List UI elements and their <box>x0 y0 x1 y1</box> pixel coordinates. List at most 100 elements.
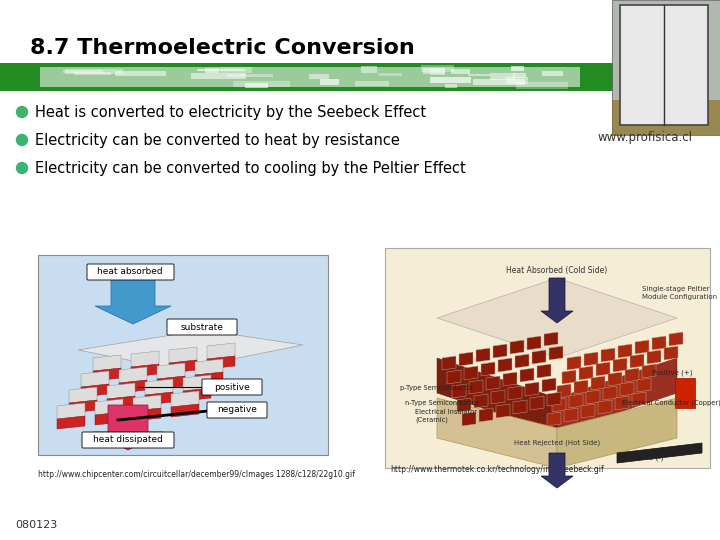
Polygon shape <box>508 386 522 400</box>
Polygon shape <box>183 375 211 391</box>
Circle shape <box>17 134 27 145</box>
Polygon shape <box>459 352 473 366</box>
Polygon shape <box>462 412 476 426</box>
Polygon shape <box>131 351 159 367</box>
Polygon shape <box>503 372 517 386</box>
FancyBboxPatch shape <box>167 319 237 335</box>
Polygon shape <box>642 364 656 378</box>
Polygon shape <box>591 376 605 390</box>
Polygon shape <box>442 356 456 370</box>
Polygon shape <box>476 348 490 362</box>
Text: Electricity can be converted to cooling by the Peltier Effect: Electricity can be converted to cooling … <box>35 160 466 176</box>
Bar <box>421 65 454 72</box>
Bar <box>468 74 490 76</box>
Bar <box>451 69 470 74</box>
Polygon shape <box>171 391 199 407</box>
Polygon shape <box>537 364 551 378</box>
Polygon shape <box>625 368 639 382</box>
Bar <box>516 82 568 89</box>
Bar <box>197 69 245 71</box>
Polygon shape <box>652 336 666 350</box>
Polygon shape <box>57 403 85 419</box>
Polygon shape <box>195 359 223 375</box>
Polygon shape <box>474 394 488 408</box>
Text: n-Type Semiconductor: n-Type Semiconductor <box>405 400 479 406</box>
Text: 080123: 080123 <box>15 520 58 530</box>
Polygon shape <box>447 370 461 384</box>
FancyBboxPatch shape <box>207 402 267 418</box>
Text: substrate: substrate <box>181 322 223 332</box>
Polygon shape <box>581 404 595 418</box>
Polygon shape <box>437 358 557 433</box>
Text: Single-stage Peltier
Module Configuration: Single-stage Peltier Module Configuratio… <box>642 286 717 300</box>
Polygon shape <box>532 350 546 364</box>
Polygon shape <box>608 372 622 386</box>
Polygon shape <box>603 386 617 400</box>
Text: http://www.thermotek.co.kr/technology/img/seebeck.gif: http://www.thermotek.co.kr/technology/im… <box>390 465 604 474</box>
Text: Electrical Insulator
(Ceramic): Electrical Insulator (Ceramic) <box>415 409 477 423</box>
Polygon shape <box>630 354 644 368</box>
Polygon shape <box>131 364 159 377</box>
Bar <box>355 81 389 86</box>
Polygon shape <box>510 340 524 354</box>
Bar <box>245 83 268 88</box>
Polygon shape <box>169 347 197 363</box>
Polygon shape <box>664 346 678 360</box>
Polygon shape <box>93 405 163 450</box>
Polygon shape <box>586 390 600 404</box>
Polygon shape <box>133 408 161 421</box>
Polygon shape <box>207 343 235 359</box>
Polygon shape <box>145 392 173 405</box>
Bar <box>430 77 471 83</box>
Polygon shape <box>183 388 211 401</box>
Bar <box>473 79 525 85</box>
Polygon shape <box>557 398 677 468</box>
Polygon shape <box>93 355 121 371</box>
Polygon shape <box>469 380 483 394</box>
Bar <box>361 66 377 73</box>
Bar <box>511 66 524 71</box>
Polygon shape <box>69 387 97 403</box>
Polygon shape <box>515 354 529 368</box>
Polygon shape <box>498 358 512 372</box>
Polygon shape <box>567 356 581 370</box>
Polygon shape <box>78 330 303 370</box>
Polygon shape <box>437 278 677 358</box>
Bar <box>220 67 252 73</box>
Bar <box>542 71 563 76</box>
Text: heat dissipated: heat dissipated <box>93 435 163 444</box>
Bar <box>205 68 219 73</box>
Polygon shape <box>157 363 185 379</box>
Polygon shape <box>617 443 702 463</box>
Polygon shape <box>557 384 571 398</box>
Polygon shape <box>452 384 466 398</box>
Text: 8.7 Thermoelectric Conversion: 8.7 Thermoelectric Conversion <box>30 38 415 58</box>
Polygon shape <box>107 383 135 399</box>
Bar <box>63 70 103 73</box>
Polygon shape <box>618 344 632 358</box>
Polygon shape <box>584 352 598 366</box>
Text: Electrical Conductor (Copper): Electrical Conductor (Copper) <box>622 400 720 406</box>
Text: Electricity can be converted to heat by resistance: Electricity can be converted to heat by … <box>35 132 400 147</box>
Circle shape <box>17 163 27 173</box>
Polygon shape <box>574 380 588 394</box>
Text: Negative (-): Negative (-) <box>622 455 664 461</box>
Polygon shape <box>81 371 109 387</box>
Text: http://www.chipcenter.com/circuitcellar/december99/cImages 1288/c128/22g10.gif: http://www.chipcenter.com/circuitcellar/… <box>38 470 355 479</box>
Text: negative: negative <box>217 406 257 415</box>
Polygon shape <box>491 390 505 404</box>
Polygon shape <box>195 372 223 385</box>
Polygon shape <box>171 404 199 417</box>
Polygon shape <box>119 367 147 383</box>
Bar <box>675 378 695 408</box>
Polygon shape <box>107 396 135 409</box>
Bar <box>191 73 246 79</box>
Polygon shape <box>437 398 557 468</box>
FancyBboxPatch shape <box>82 432 174 448</box>
Polygon shape <box>486 376 500 390</box>
Bar <box>0 63 615 91</box>
Text: positive: positive <box>214 382 250 392</box>
Circle shape <box>17 106 27 118</box>
Bar <box>38 255 328 455</box>
Polygon shape <box>637 378 651 392</box>
